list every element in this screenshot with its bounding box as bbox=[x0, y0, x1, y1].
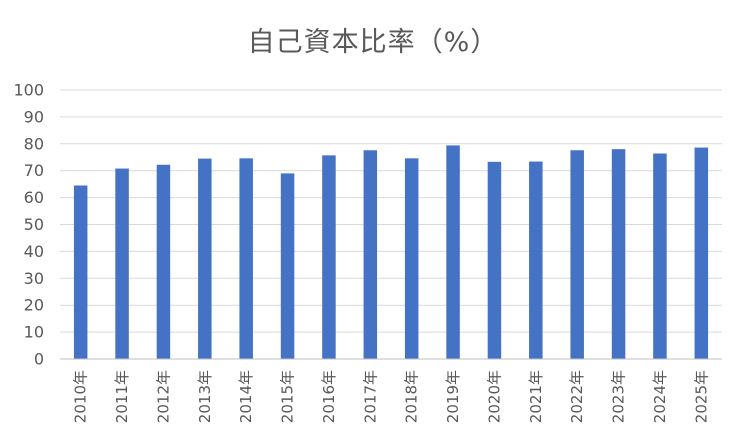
bar bbox=[198, 158, 212, 359]
x-tick-label: 2021年 bbox=[527, 370, 545, 423]
x-tick-label: 2016年 bbox=[320, 370, 338, 423]
y-tick-label: 70 bbox=[24, 161, 44, 180]
bar bbox=[156, 164, 171, 359]
bar bbox=[487, 161, 502, 359]
x-tick-label: 2023年 bbox=[610, 370, 628, 423]
y-tick-label: 20 bbox=[24, 296, 44, 315]
x-tick-label: 2022年 bbox=[568, 370, 586, 423]
x-tick-label: 2025年 bbox=[692, 370, 710, 423]
bar bbox=[115, 168, 129, 359]
x-tick-label: 2013年 bbox=[196, 370, 214, 423]
x-tick-label: 2024年 bbox=[651, 370, 669, 423]
x-tick-label: 2019年 bbox=[444, 370, 462, 423]
y-tick-label: 80 bbox=[24, 134, 44, 153]
bar bbox=[239, 158, 253, 359]
x-tick-label: 2010年 bbox=[72, 370, 90, 423]
x-tick-label: 2020年 bbox=[485, 370, 503, 423]
bar bbox=[322, 155, 336, 359]
bar bbox=[694, 147, 709, 359]
x-tick-label: 2018年 bbox=[403, 370, 421, 423]
bar bbox=[529, 161, 543, 359]
bar bbox=[73, 185, 88, 359]
y-tick-label: 10 bbox=[24, 323, 44, 342]
bar bbox=[611, 149, 626, 359]
y-tick-label: 30 bbox=[24, 269, 44, 288]
x-tick-label: 2011年 bbox=[113, 370, 131, 423]
x-tick-label: 2012年 bbox=[154, 370, 172, 423]
bar bbox=[404, 158, 419, 359]
y-tick-label: 50 bbox=[24, 215, 44, 234]
chart-title: 自己資本比率（%） bbox=[247, 27, 499, 58]
y-tick-label: 60 bbox=[24, 188, 44, 207]
y-tick-label: 0 bbox=[34, 350, 44, 369]
y-tick-label: 40 bbox=[24, 242, 44, 261]
x-tick-label: 2015年 bbox=[279, 370, 297, 423]
bar bbox=[280, 173, 295, 359]
y-tick-label: 100 bbox=[13, 81, 44, 100]
bar bbox=[653, 153, 667, 359]
bar bbox=[446, 145, 460, 359]
y-tick-label: 90 bbox=[24, 107, 44, 126]
bar bbox=[363, 150, 378, 359]
bar bbox=[570, 150, 584, 359]
x-tick-label: 2014年 bbox=[237, 370, 255, 423]
x-tick-label: 2017年 bbox=[361, 370, 379, 423]
